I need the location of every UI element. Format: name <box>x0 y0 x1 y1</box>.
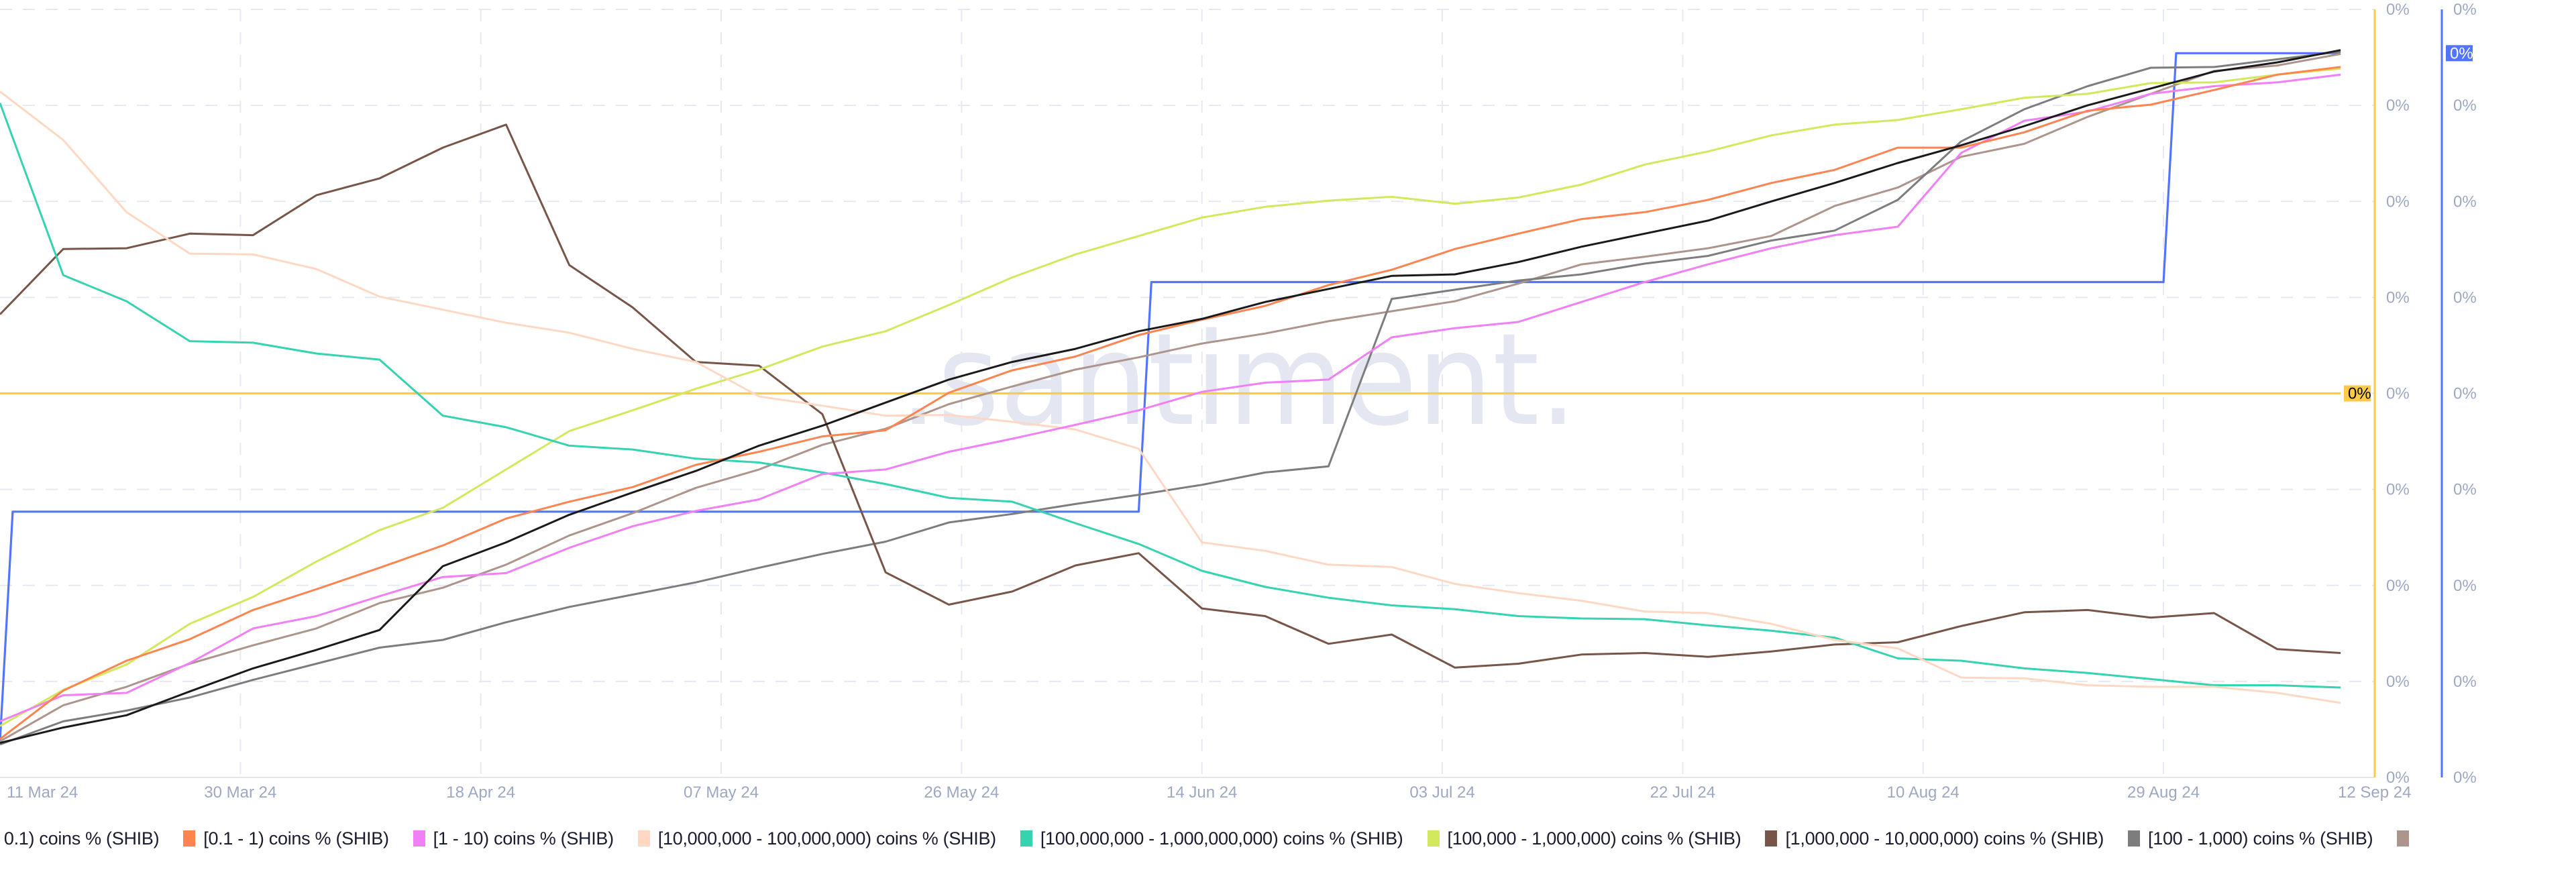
y-tick-label: 0% <box>2386 577 2410 595</box>
legend-label: [100 - 1,000) coins % (SHIB) <box>2148 828 2373 849</box>
legend-swatch <box>183 830 196 847</box>
x-tick-label: 10 Aug 24 <box>1887 783 1960 802</box>
x-tick-label: 22 Jul 24 <box>1650 783 1715 802</box>
y-tick-label: 0% <box>2453 97 2477 115</box>
series-line-6 <box>0 123 2341 669</box>
blue-value-badge <box>2446 45 2473 62</box>
x-tick-label: 03 Jul 24 <box>1409 783 1474 802</box>
legend-swatch <box>1020 830 1032 847</box>
legend-item[interactable]: [100,000 - 1,000,000) coins % (SHIB) <box>1427 828 1741 849</box>
legend-label: - 0.1) coins % (SHIB) <box>0 828 160 849</box>
y-tick-label: 0% <box>2386 673 2410 691</box>
legend-swatch <box>637 830 650 847</box>
y-tick-label: 0% <box>2386 193 2410 211</box>
x-tick-label: 11 Mar 24 <box>7 783 78 802</box>
x-tick-label: 29 Aug 24 <box>2127 783 2200 802</box>
holder-distribution-chart: .santiment. 11 Mar 24 30 Mar 24 18 Apr 24 0… <box>0 1 2477 802</box>
y-tick-label: 0% <box>2386 385 2410 403</box>
y-tick-label: 0% <box>2453 673 2477 691</box>
legend-label: [100,000 - 1,000,000) coins % (SHIB) <box>1447 828 1741 849</box>
legend-item[interactable] <box>2397 828 2417 849</box>
series-lines <box>0 49 2341 746</box>
y-tick-label: 0% <box>2453 769 2477 787</box>
legend-label: [0.1 - 1) coins % (SHIB) <box>203 828 389 849</box>
x-tick-label: 18 Apr 24 <box>446 783 515 802</box>
y-tick-label: 0% <box>2453 288 2477 307</box>
y-tick-label: 0% <box>2453 481 2477 499</box>
legend-item[interactable]: [10,000,000 - 100,000,000) coins % (SHIB… <box>637 828 996 849</box>
series-line-4 <box>0 103 2341 689</box>
series-line-5 <box>0 67 2341 727</box>
y-tick-label: 0% <box>2386 97 2410 115</box>
y-tick-label: 0% <box>2386 769 2410 787</box>
legend-item[interactable]: [100,000,000 - 1,000,000,000) coins % (S… <box>1020 828 1403 849</box>
legend-swatch <box>413 830 425 847</box>
legend-swatch <box>2128 830 2141 847</box>
y-tick-label: 0% <box>2453 385 2477 403</box>
x-tick-label: 07 May 24 <box>684 783 759 802</box>
yellow-value-badge <box>2344 385 2371 402</box>
legend-item[interactable]: [0.1 - 1) coins % (SHIB) <box>183 828 389 849</box>
legend: - 0.1) coins % (SHIB) [0.1 - 1) coins % (… <box>0 828 2417 849</box>
blue-value-badge-label: 0% <box>2450 44 2473 62</box>
series-line-7 <box>0 50 2341 746</box>
legend-swatch <box>1765 830 1778 847</box>
legend-item[interactable]: [100 - 1,000) coins % (SHIB) <box>2128 828 2373 849</box>
series-line-step <box>0 52 2341 742</box>
y-tick-label: 0% <box>2453 577 2477 595</box>
x-tick-label: 26 May 24 <box>924 783 999 802</box>
legend-label: [1,000,000 - 10,000,000) coins % (SHIB) <box>1785 828 2104 849</box>
legend-label: [1 - 10) coins % (SHIB) <box>433 828 614 849</box>
y-tick-label: 0% <box>2386 288 2410 307</box>
legend-item[interactable]: - 0.1) coins % (SHIB) <box>0 828 160 849</box>
legend-item[interactable]: [1 - 10) coins % (SHIB) <box>413 828 614 849</box>
axes: 11 Mar 24 30 Mar 24 18 Apr 24 07 May 24 26 M… <box>0 1 2477 802</box>
series-line-2 <box>0 73 2341 722</box>
legend-label: [100,000,000 - 1,000,000,000) coins % (S… <box>1040 828 1403 849</box>
x-tick-label: 14 Jun 24 <box>1167 783 1237 802</box>
santiment-watermark: .santiment. <box>900 306 1577 454</box>
series-line-8 <box>0 52 2341 743</box>
legend-swatch <box>1427 830 1440 847</box>
y-tick-label: 0% <box>2386 1 2410 19</box>
y-tick-label: 0% <box>2453 193 2477 211</box>
legend-swatch <box>2397 830 2410 847</box>
x-tick-label: 12 Sep 24 <box>2338 783 2411 802</box>
y-tick-label: 0% <box>2386 481 2410 499</box>
yellow-value-badge-label: 0% <box>2348 385 2371 403</box>
series-line-0 <box>0 49 2341 744</box>
series-line-3 <box>0 91 2341 704</box>
legend-item[interactable]: [1,000,000 - 10,000,000) coins % (SHIB) <box>1765 828 2104 849</box>
x-tick-label: 30 Mar 24 <box>204 783 276 802</box>
y-tick-label: 0% <box>2453 1 2477 19</box>
legend-label: [10,000,000 - 100,000,000) coins % (SHIB… <box>657 828 996 849</box>
